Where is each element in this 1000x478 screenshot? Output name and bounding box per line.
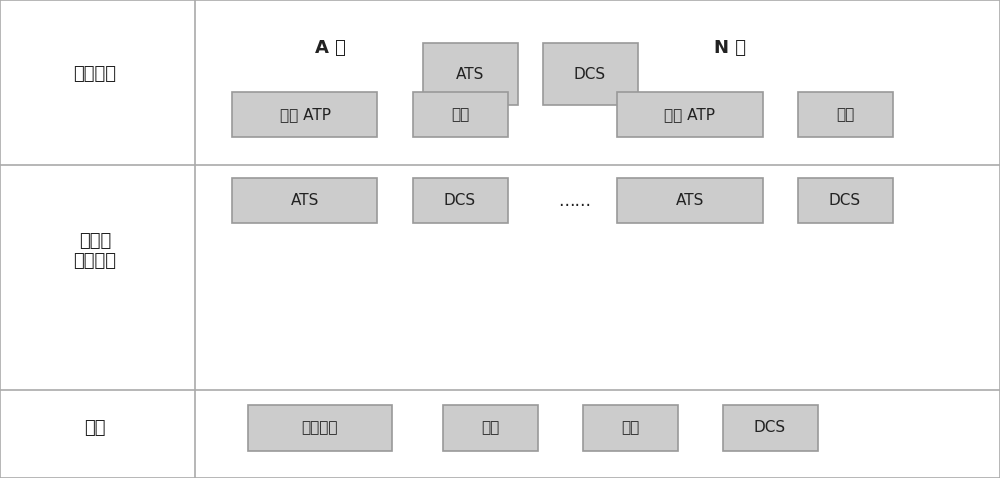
FancyBboxPatch shape [248,405,392,450]
FancyBboxPatch shape [422,43,518,105]
Text: DCS: DCS [754,420,786,435]
FancyBboxPatch shape [413,92,508,138]
FancyBboxPatch shape [798,178,893,224]
Text: 轨旁设备: 轨旁设备 [302,420,338,435]
Text: ATS: ATS [676,193,704,208]
Text: 集中站
（车站）: 集中站 （车站） [74,231,116,271]
FancyBboxPatch shape [413,178,508,224]
Text: 联锁: 联锁 [451,107,469,122]
Text: DCS: DCS [829,193,861,208]
FancyBboxPatch shape [582,405,678,450]
Text: 电缆: 电缆 [621,420,639,435]
Text: N 站: N 站 [714,39,746,57]
Text: 轨旁 ATP: 轨旁 ATP [664,107,716,122]
FancyBboxPatch shape [722,405,818,450]
Text: 光缆: 光缆 [481,420,499,435]
FancyBboxPatch shape [542,43,638,105]
Text: A 站: A 站 [315,39,345,57]
Text: 控制中心: 控制中心 [74,65,116,83]
FancyBboxPatch shape [617,178,763,224]
FancyBboxPatch shape [232,178,377,224]
Text: DCS: DCS [574,66,606,82]
Text: 轨旁 ATP: 轨旁 ATP [280,107,330,122]
Text: ATS: ATS [291,193,319,208]
FancyBboxPatch shape [617,92,763,138]
Text: ……: …… [558,192,592,210]
FancyBboxPatch shape [442,405,538,450]
Text: 轨旁: 轨旁 [84,419,106,437]
FancyBboxPatch shape [232,92,377,138]
Text: 联锁: 联锁 [836,107,854,122]
Text: DCS: DCS [444,193,476,208]
FancyBboxPatch shape [798,92,893,138]
Text: ATS: ATS [456,66,484,82]
